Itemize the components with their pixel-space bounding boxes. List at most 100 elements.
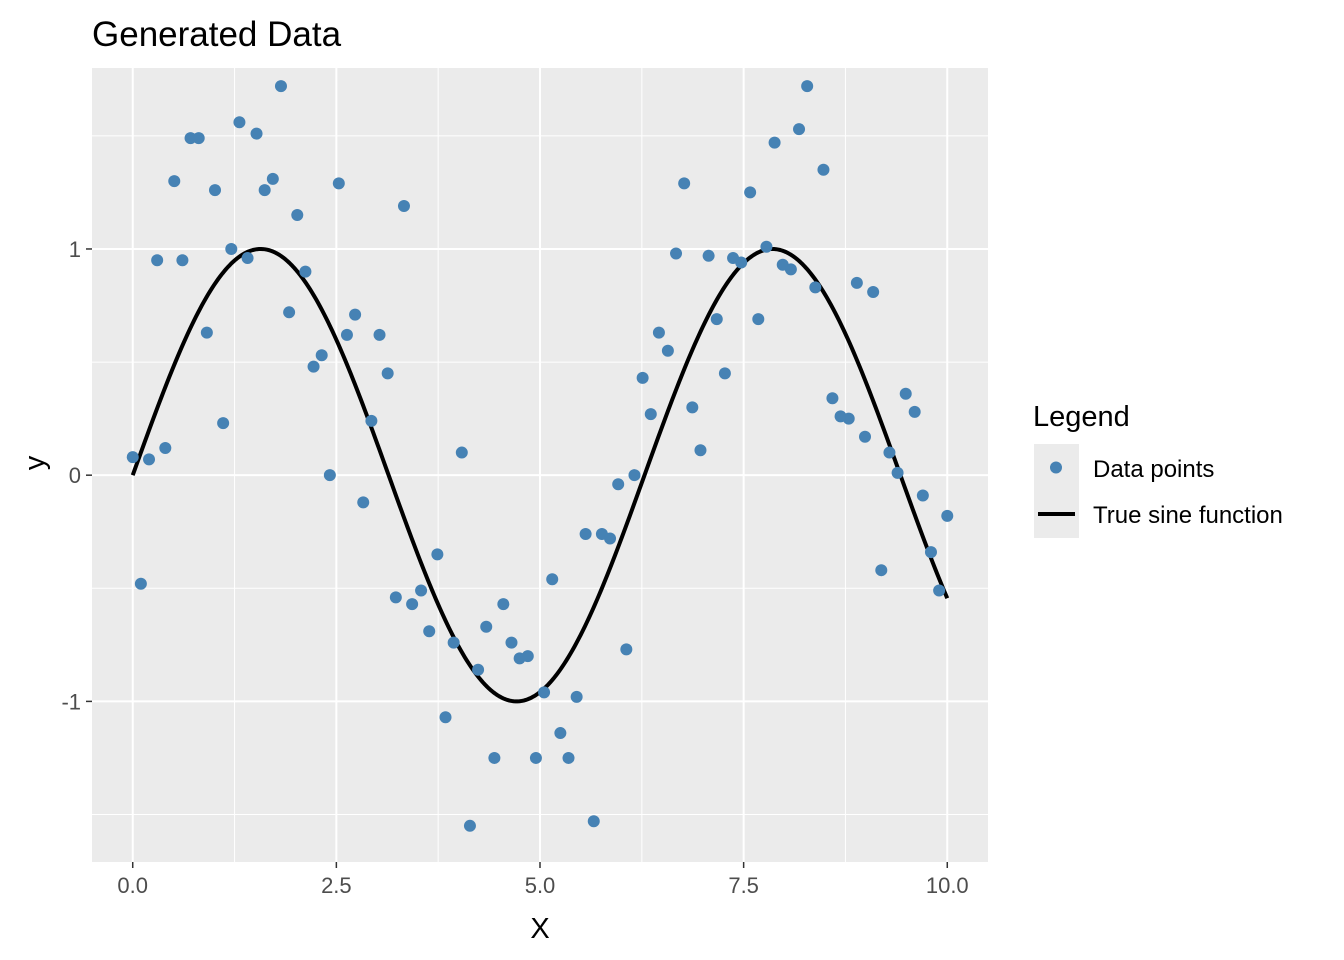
data-point <box>455 446 468 459</box>
data-point <box>447 636 460 649</box>
y-tick-label: 0 <box>69 463 81 488</box>
grid-major <box>92 68 988 862</box>
data-point <box>710 313 723 326</box>
data-point <box>168 175 181 188</box>
data-point <box>883 446 896 459</box>
data-point <box>760 240 773 253</box>
data-point <box>908 405 921 418</box>
data-point <box>538 686 551 699</box>
data-point <box>200 326 213 339</box>
data-point <box>225 242 238 255</box>
data-point <box>702 249 715 262</box>
y-axis-title: y <box>19 455 51 470</box>
data-point <box>636 371 649 384</box>
data-point <box>315 349 328 362</box>
data-point <box>521 650 534 663</box>
data-point <box>670 247 683 260</box>
y-axis: -1 0 1 <box>61 237 92 714</box>
data-point <box>933 584 946 597</box>
data-point <box>570 690 583 703</box>
data-point <box>768 136 781 149</box>
data-point <box>480 620 493 633</box>
data-point <box>678 177 691 190</box>
data-point <box>686 401 699 414</box>
data-point <box>134 577 147 590</box>
data-point <box>389 591 402 604</box>
data-point <box>373 328 386 341</box>
data-point <box>826 392 839 405</box>
data-point <box>809 281 822 294</box>
legend-title: Legend <box>1033 401 1130 433</box>
data-point <box>562 751 575 764</box>
data-point <box>579 527 592 540</box>
data-point <box>842 412 855 425</box>
data-point <box>397 199 410 212</box>
data-point <box>233 116 246 129</box>
data-point <box>817 163 830 176</box>
data-point <box>323 469 336 482</box>
legend-label-line: True sine function <box>1093 502 1283 529</box>
data-point <box>381 367 394 380</box>
data-point <box>266 172 279 185</box>
data-point <box>159 442 172 455</box>
x-axis: 0.0 2.5 5.0 7.5 10.0 <box>117 862 969 898</box>
data-point <box>299 265 312 278</box>
x-axis-title: X <box>530 913 549 945</box>
points-layer <box>126 80 954 832</box>
data-point <box>652 326 665 339</box>
data-point <box>867 285 880 298</box>
data-point <box>612 478 625 491</box>
x-tick-label: 2.5 <box>321 873 352 898</box>
data-point <box>241 252 254 265</box>
data-point <box>439 711 452 724</box>
data-point <box>126 451 139 464</box>
data-point <box>349 308 362 321</box>
data-point <box>784 263 797 276</box>
data-point <box>505 636 518 649</box>
x-tick-label: 7.5 <box>728 873 759 898</box>
data-point <box>431 548 444 561</box>
data-point <box>415 584 428 597</box>
data-point <box>274 80 287 93</box>
data-point <box>463 819 476 832</box>
data-point <box>859 430 871 443</box>
data-point <box>891 466 904 479</box>
data-point <box>793 123 806 136</box>
data-point <box>604 532 617 545</box>
chart-title: Generated Data <box>92 15 342 54</box>
data-point <box>694 444 707 457</box>
data-point <box>735 256 748 269</box>
data-point <box>291 209 304 222</box>
data-point <box>497 598 510 611</box>
legend-label-points: Data points <box>1093 456 1214 483</box>
legend: Legend Data points True sine function <box>1033 401 1283 538</box>
data-point <box>752 313 765 326</box>
data-point <box>472 663 485 676</box>
data-point <box>546 573 559 586</box>
legend-point-icon <box>1050 461 1062 474</box>
data-point <box>941 509 954 522</box>
data-point <box>307 360 320 373</box>
data-point <box>176 254 189 267</box>
data-point <box>628 469 641 482</box>
data-point <box>875 564 888 577</box>
data-point <box>916 489 929 502</box>
data-point <box>718 367 731 380</box>
data-point <box>151 254 164 267</box>
x-tick-label: 0.0 <box>117 873 148 898</box>
y-tick-label: 1 <box>69 237 81 262</box>
x-tick-label: 5.0 <box>525 873 556 898</box>
data-point <box>406 598 419 611</box>
data-point <box>644 408 657 421</box>
data-point <box>488 751 501 764</box>
data-point <box>192 132 205 145</box>
data-point <box>365 414 378 427</box>
data-point <box>661 344 674 357</box>
data-point <box>258 184 271 197</box>
data-point <box>143 453 156 466</box>
data-point <box>620 643 633 656</box>
data-point <box>924 546 937 559</box>
data-point <box>423 625 436 638</box>
y-tick-label: -1 <box>61 689 81 714</box>
